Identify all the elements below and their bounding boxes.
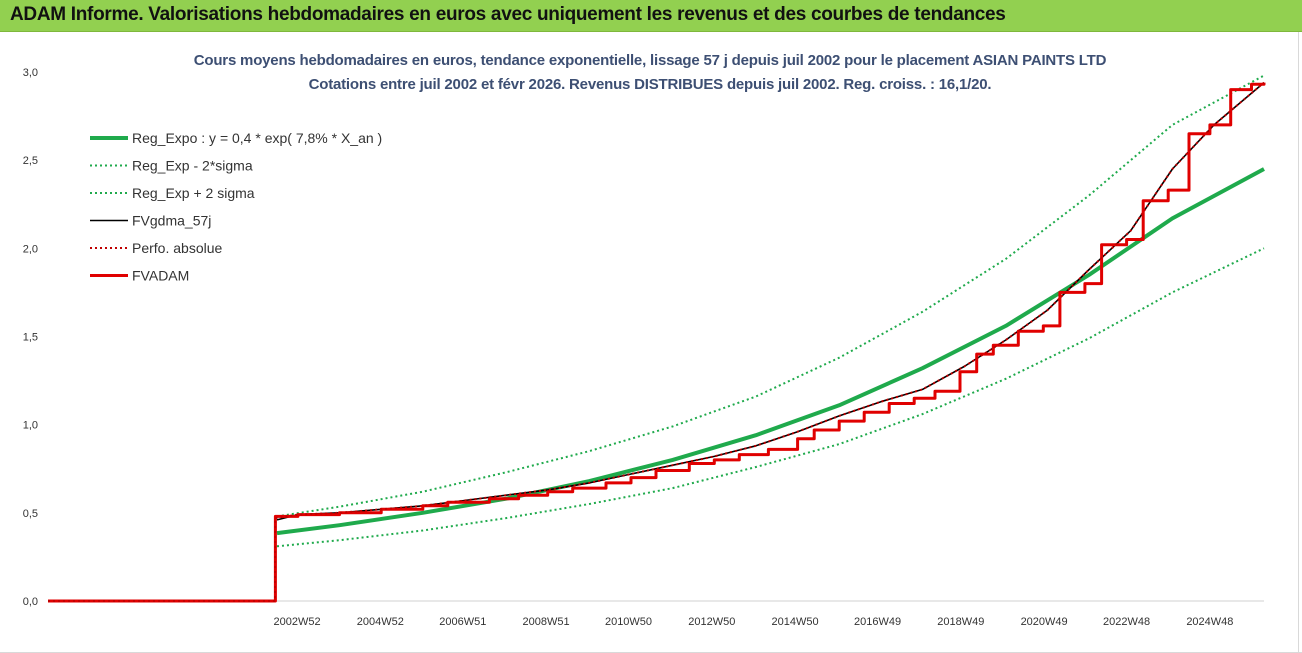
x-tick-label: 2022W48: [1103, 616, 1150, 628]
y-tick-label: 2,0: [23, 243, 38, 255]
x-tick-label: 2020W49: [1021, 616, 1068, 628]
y-tick-label: 0,5: [23, 508, 38, 520]
y-tick-label: 0,0: [23, 596, 38, 608]
x-tick-label: 2004W52: [357, 616, 404, 628]
legend-label: Reg_Expo : y = 0,4 * exp( 7,8% * X_an ): [132, 130, 382, 146]
chart-subtitle: Cotations entre juil 2002 et févr 2026. …: [308, 76, 992, 93]
series-line-2: [276, 74, 1265, 518]
y-tick-label: 1,0: [23, 420, 38, 432]
x-tick-label: 2008W51: [523, 616, 570, 628]
report-title: ADAM Informe. Valorisations hebdomadaire…: [10, 4, 1006, 25]
x-tick-label: 2006W51: [439, 616, 486, 628]
series-line-3: [276, 81, 1265, 521]
x-tick-label: 2016W49: [854, 616, 901, 628]
chart-title: Cours moyens hebdomadaires en euros, ten…: [193, 52, 1107, 69]
legend-label: FVgdma_57j: [132, 213, 211, 229]
x-tick-label: 2024W48: [1186, 616, 1233, 628]
series-line-5: [48, 82, 1266, 603]
legend-label: FVADAM: [132, 268, 189, 284]
frame-right-border: [1298, 32, 1299, 653]
x-tick-label: 2018W49: [937, 616, 984, 628]
y-tick-label: 1,5: [23, 332, 38, 344]
x-tick-label: 2010W50: [605, 616, 652, 628]
y-tick-label: 3,0: [23, 67, 38, 79]
series-line-1: [276, 247, 1265, 548]
legend-label: Reg_Exp - 2*sigma: [132, 158, 253, 174]
series-line-0: [276, 167, 1265, 536]
x-tick-label: 2002W52: [273, 616, 320, 628]
legend-label: Perfo. absolue: [132, 240, 222, 256]
x-tick-label: 2014W50: [772, 616, 819, 628]
report-header: ADAM Informe. Valorisations hebdomadaire…: [0, 0, 1302, 32]
x-tick-label: 2012W50: [688, 616, 735, 628]
legend-label: Reg_Exp + 2 sigma: [132, 185, 255, 201]
y-tick-label: 2,5: [23, 155, 38, 167]
